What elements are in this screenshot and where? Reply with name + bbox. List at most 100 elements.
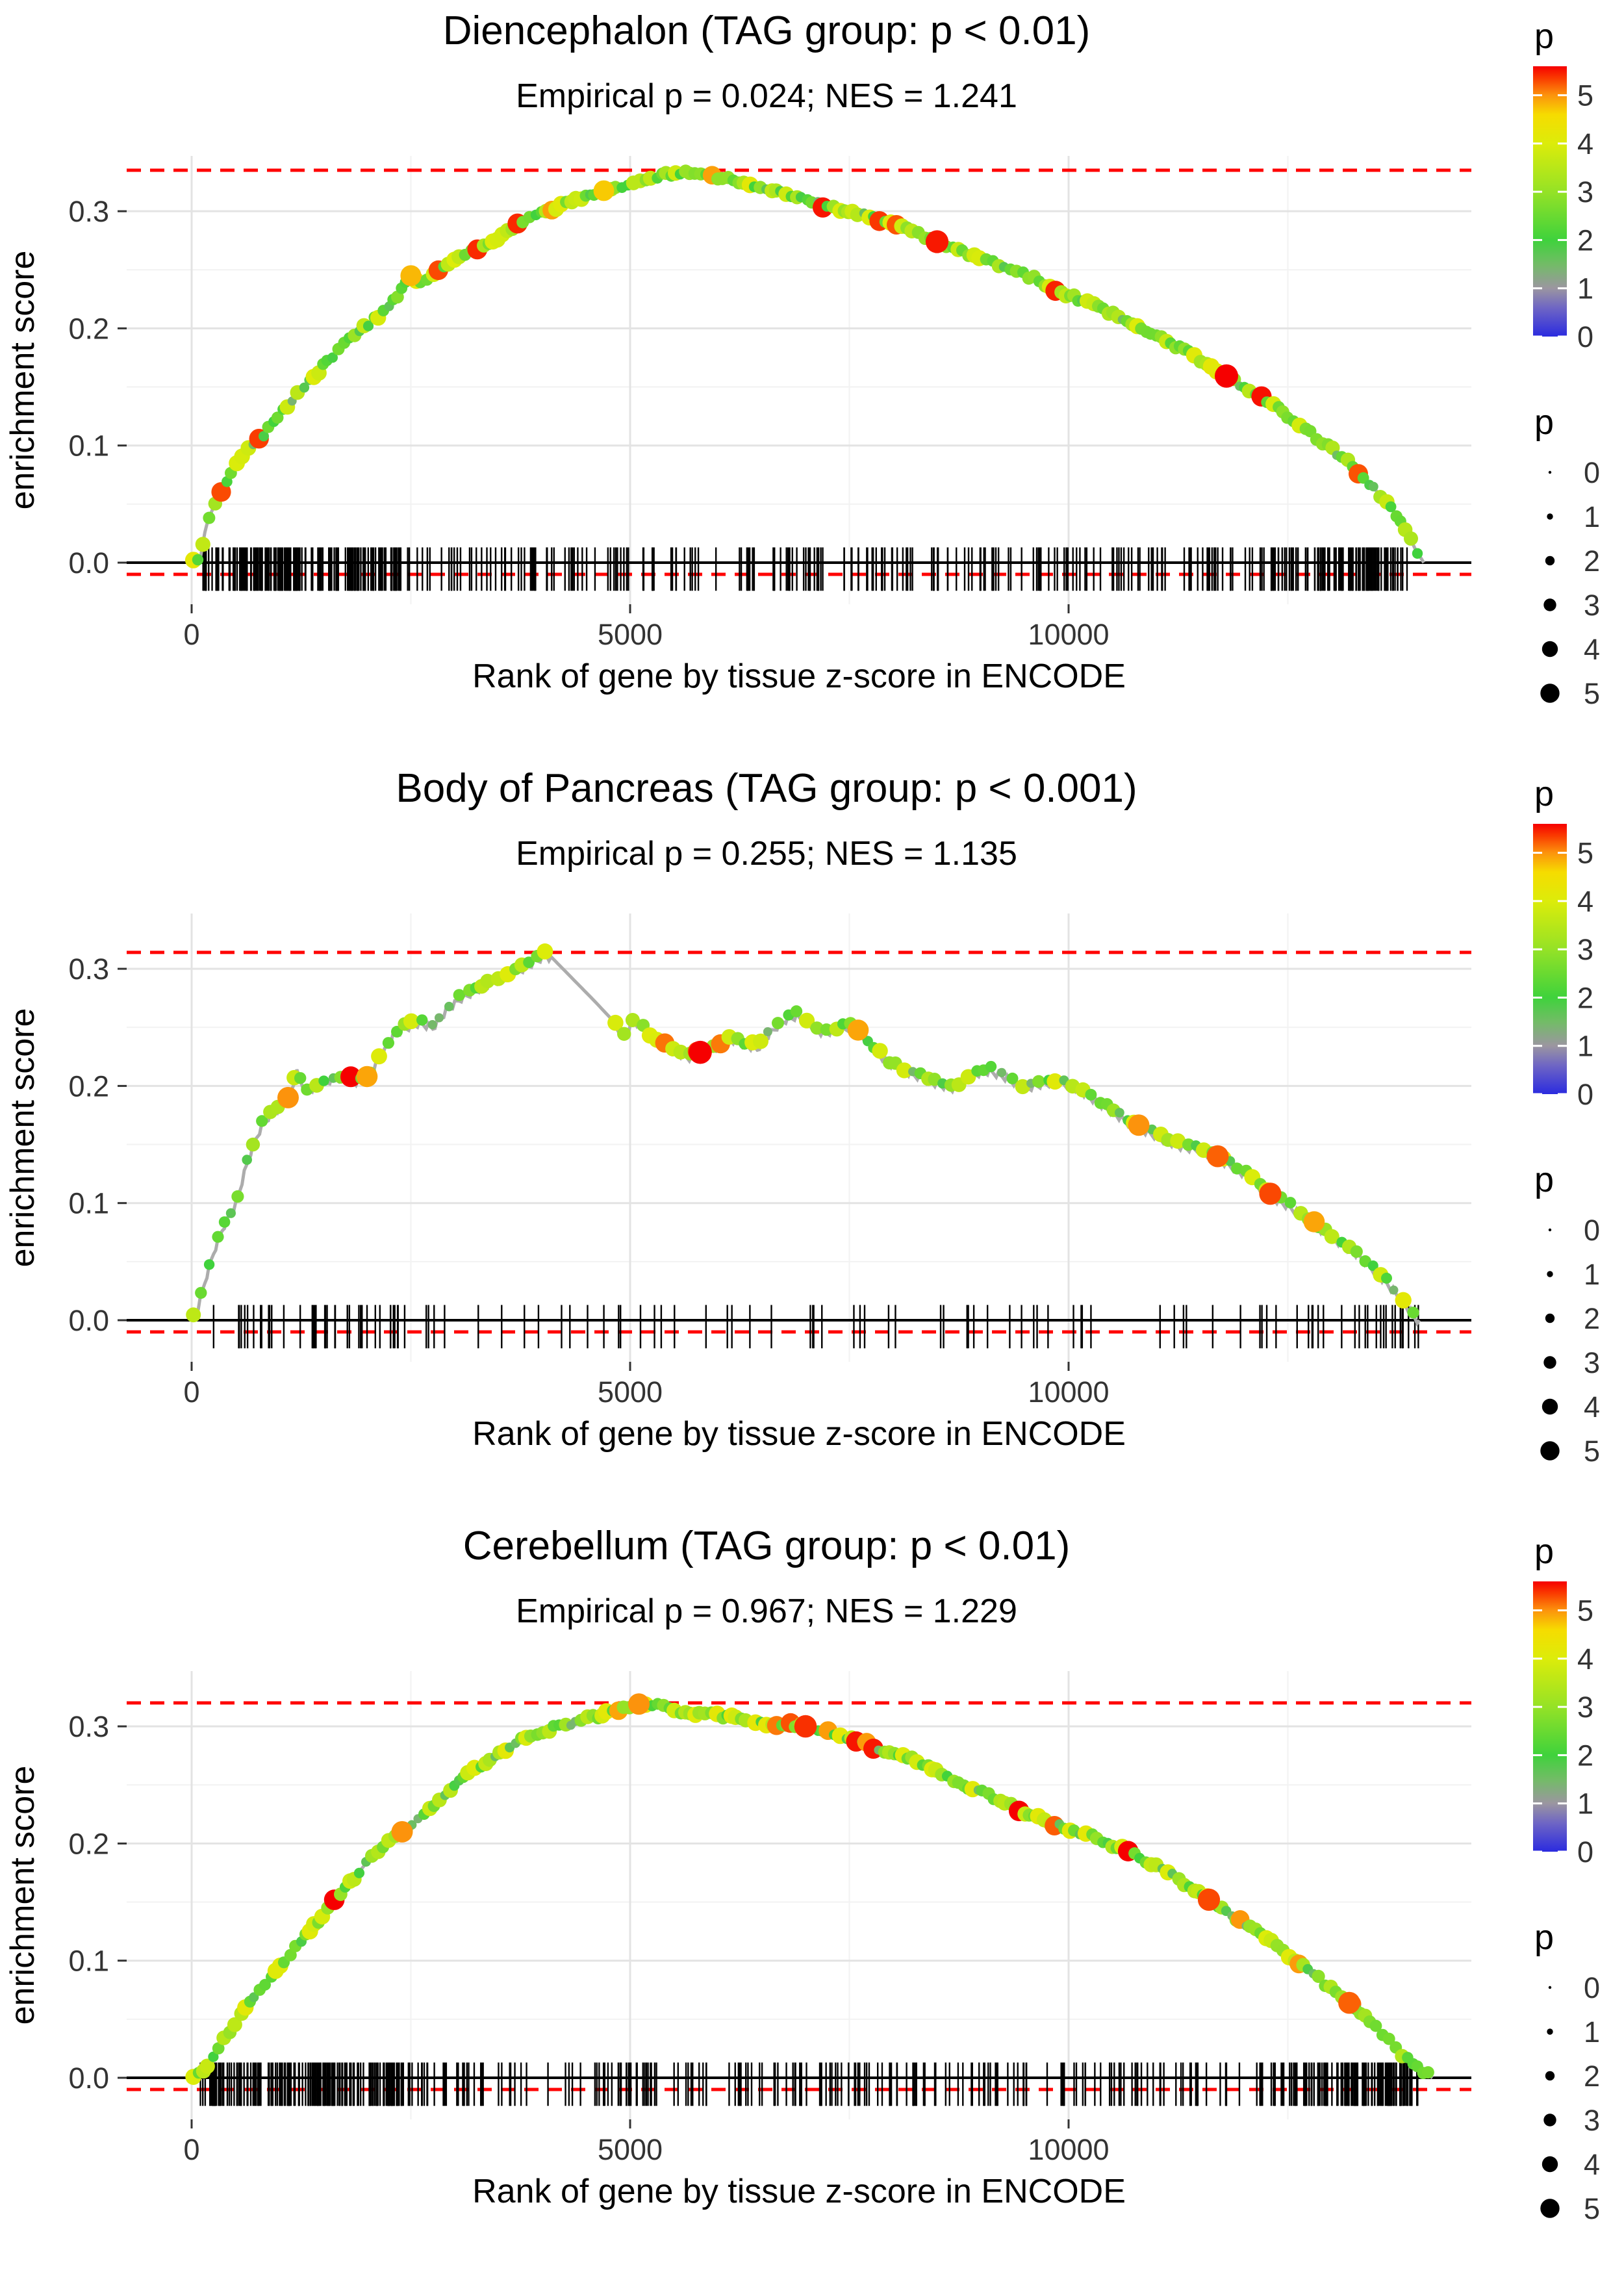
size-legend-tick-label: 1 — [1584, 500, 1600, 533]
enrichment-dots — [185, 1693, 1434, 2085]
size-legend-title: p — [1534, 1160, 1554, 1199]
high-p-dot — [847, 1019, 869, 1041]
color-legend: p5 4 3 2 1 0 — [1533, 17, 1593, 353]
size-legend-dot — [1540, 1441, 1560, 1461]
axes: 0 5000 10000 0.0 0.1 0.2 0.3 Rank of gene by ti… — [4, 195, 1126, 695]
size-legend-dot — [1548, 1228, 1552, 1232]
y-axis-label: enrichment score — [4, 1008, 42, 1268]
y-tick-label: 0.2 — [68, 1827, 109, 1860]
axes: 0 5000 10000 0.0 0.1 0.2 0.3 Rank of gene by ti… — [4, 952, 1126, 1453]
size-legend-dot — [1543, 2114, 1556, 2127]
high-p-dot — [1197, 1888, 1221, 1911]
size-legend-dot — [1540, 683, 1560, 703]
size-legend-dot — [1547, 2028, 1553, 2035]
size-legend: p0 1 2 3 4 5 — [1534, 403, 1600, 710]
y-tick-label: 0.0 — [68, 546, 109, 580]
enrichment-score-line — [190, 1701, 1434, 2080]
gene-hit-rug — [212, 1305, 1419, 1349]
high-p-dot — [1206, 1145, 1229, 1168]
color-legend-title: p — [1534, 17, 1554, 56]
color-legend-title: p — [1534, 1532, 1554, 1571]
y-tick-label: 0.3 — [68, 195, 109, 228]
size-legend-dot — [1543, 598, 1556, 611]
x-tick-label: 0 — [183, 2133, 199, 2166]
high-p-dot — [794, 1715, 817, 1738]
x-tick-label: 0 — [183, 1375, 199, 1409]
axes: 0 5000 10000 0.0 0.1 0.2 0.3 Rank of gene by ti… — [4, 1710, 1126, 2210]
size-legend-tick-label: 3 — [1584, 2104, 1600, 2137]
size-legend-dot — [1547, 513, 1553, 520]
size-legend-dot — [1540, 2199, 1560, 2218]
color-legend-tick-label: 0 — [1577, 1078, 1593, 1111]
gene-hit-rug — [199, 2062, 1419, 2106]
size-legend-tick-label: 4 — [1584, 1390, 1600, 1424]
y-tick-label: 0.1 — [68, 1945, 109, 1978]
color-legend-bar — [1533, 66, 1567, 337]
size-legend-dot — [1543, 1356, 1556, 1369]
x-tick-label: 0 — [183, 618, 199, 651]
size-legend-dot — [1548, 1986, 1552, 1989]
color-legend-tick-label: 4 — [1577, 1642, 1593, 1676]
size-legend-title: p — [1534, 403, 1554, 442]
size-legend-dot — [1545, 2071, 1555, 2081]
diencephalon-enrichment-plot: 0 5000 10000 0.0 0.1 0.2 0.3 Rank of gene by ti… — [4, 17, 1600, 710]
color-legend-tick-label: 2 — [1577, 224, 1593, 257]
size-legend-tick-label: 0 — [1584, 1971, 1600, 2004]
color-legend: p5 4 3 2 1 0 — [1533, 1532, 1593, 1869]
size-legend-dot — [1548, 470, 1552, 474]
minor-gridlines — [127, 1671, 1471, 2119]
high-p-dot — [1259, 1182, 1282, 1205]
size-legend-tick-label: 3 — [1584, 1346, 1600, 1379]
high-p-dot — [1303, 1211, 1325, 1233]
panel-subtitle: Empirical p = 0.967; NES = 1.229 — [516, 1592, 1017, 1630]
x-tick-label: 10000 — [1028, 2133, 1109, 2166]
high-p-dot — [1215, 364, 1238, 388]
size-legend-tick-label: 4 — [1584, 633, 1600, 666]
y-tick-label: 0.0 — [68, 2062, 109, 2095]
panel-cerebellum: Cerebellum (TAG group: p < 0.01) Empiric… — [0, 1515, 1624, 2273]
color-legend-tick-label: 3 — [1577, 933, 1593, 966]
gene-hit-rug — [202, 547, 1408, 591]
x-axis-label: Rank of gene by tissue z-score in ENCODE — [472, 1415, 1126, 1453]
size-legend-tick-label: 5 — [1584, 677, 1600, 710]
color-legend: p5 4 3 2 1 0 — [1533, 774, 1593, 1111]
size-legend-tick-label: 2 — [1584, 2060, 1600, 2093]
y-tick-label: 0.1 — [68, 1187, 109, 1220]
size-legend-dot — [1542, 641, 1558, 658]
high-p-dot — [925, 230, 949, 253]
major-gridlines — [127, 913, 1471, 1362]
color-legend-bar — [1533, 824, 1567, 1094]
high-p-dot — [1128, 1114, 1150, 1136]
x-axis-label: Rank of gene by tissue z-score in ENCODE — [472, 658, 1126, 695]
size-legend-tick-label: 1 — [1584, 2015, 1600, 2049]
y-tick-label: 0.2 — [68, 1069, 109, 1103]
color-legend-tick-label: 5 — [1577, 1594, 1593, 1628]
high-p-dot — [400, 265, 422, 287]
color-legend-tick-label: 5 — [1577, 837, 1593, 870]
enrichment-dots — [184, 164, 1423, 568]
x-tick-label: 5000 — [598, 1375, 663, 1409]
panel-title: Cerebellum (TAG group: p < 0.01) — [463, 1524, 1071, 1568]
x-tick-label: 5000 — [598, 618, 663, 651]
x-tick-label: 10000 — [1028, 618, 1109, 651]
high-p-dot — [277, 1086, 299, 1108]
minor-gridlines — [127, 156, 1471, 604]
high-p-dot — [628, 1693, 650, 1715]
size-legend-dot — [1542, 1398, 1558, 1415]
color-legend-tick-label: 2 — [1577, 1739, 1593, 1772]
high-p-dot — [689, 1040, 712, 1064]
size-legend-tick-label: 5 — [1584, 1435, 1600, 1468]
color-legend-tick-label: 2 — [1577, 981, 1593, 1014]
minor-gridlines — [127, 913, 1471, 1362]
high-p-dot — [593, 180, 615, 201]
panel-diencephalon: Diencephalon (TAG group: p < 0.01) Empir… — [0, 0, 1624, 758]
color-legend-tick-label: 3 — [1577, 175, 1593, 209]
color-legend-tick-label: 0 — [1577, 320, 1593, 353]
color-legend-tick-label: 1 — [1577, 272, 1593, 305]
size-legend: p0 1 2 3 4 5 — [1534, 1160, 1600, 1468]
color-legend-tick-label: 0 — [1577, 1835, 1593, 1869]
y-tick-label: 0.2 — [68, 312, 109, 345]
x-axis-label: Rank of gene by tissue z-score in ENCODE — [472, 2173, 1126, 2210]
panel-title: Diencephalon (TAG group: p < 0.01) — [442, 8, 1091, 53]
